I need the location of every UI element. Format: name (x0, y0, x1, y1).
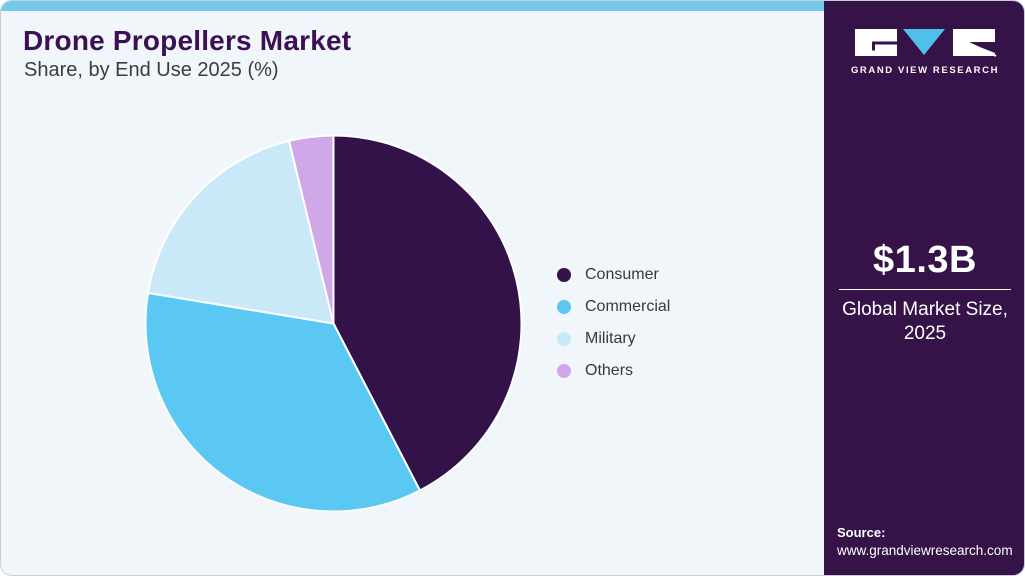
source-url[interactable]: www.grandviewresearch.com (837, 543, 1013, 558)
pie-slice-others (288, 134, 335, 325)
logo-letter-g (855, 29, 897, 56)
legend-marker-icon (557, 300, 571, 314)
gvr-logo-icon (855, 29, 997, 57)
market-size-label-line1: Global Market Size, (842, 299, 1008, 320)
pie-slice-consumer (332, 134, 523, 492)
market-size-label: Global Market Size, 2025 (824, 298, 1024, 346)
gvr-logo: GRAND VIEW RESEARCH (824, 29, 1024, 76)
pie-slice-military (147, 139, 335, 325)
source-block: Source: www.grandviewresearch.com (837, 525, 1013, 558)
legend: Consumer Commercial Military Others (557, 259, 670, 387)
legend-item-commercial: Commercial (557, 291, 670, 323)
market-size-block: $1.3B Global Market Size, 2025 (824, 239, 1024, 346)
legend-label: Commercial (585, 298, 671, 315)
source-label: Source: (837, 525, 886, 540)
legend-item-others: Others (557, 355, 670, 387)
legend-marker-icon (557, 332, 571, 346)
logo-letter-r (953, 29, 997, 57)
legend-label: Military (585, 330, 636, 347)
chart-panel: Drone Propellers Market Share, by End Us… (1, 1, 824, 575)
gvr-logo-text: GRAND VIEW RESEARCH (850, 65, 1000, 76)
legend-label: Others (585, 362, 634, 379)
market-size-label-line2: 2025 (903, 322, 947, 344)
pie-chart (144, 134, 523, 513)
sidebar: GRAND VIEW RESEARCH $1.3B Global Market … (824, 1, 1024, 575)
market-size-value: $1.3B (873, 239, 977, 281)
pie-slice-commercial (144, 291, 421, 513)
page-subtitle: Share, by End Use 2025 (%) (24, 59, 279, 81)
page-title: Drone Propellers Market (23, 25, 352, 56)
metric-divider (839, 289, 1011, 290)
legend-item-military: Military (557, 323, 670, 355)
legend-item-consumer: Consumer (557, 259, 670, 291)
legend-marker-icon (557, 268, 571, 282)
logo-letter-v (903, 29, 945, 55)
accent-bar (1, 1, 824, 11)
legend-label: Consumer (585, 266, 659, 283)
legend-marker-icon (557, 364, 571, 378)
